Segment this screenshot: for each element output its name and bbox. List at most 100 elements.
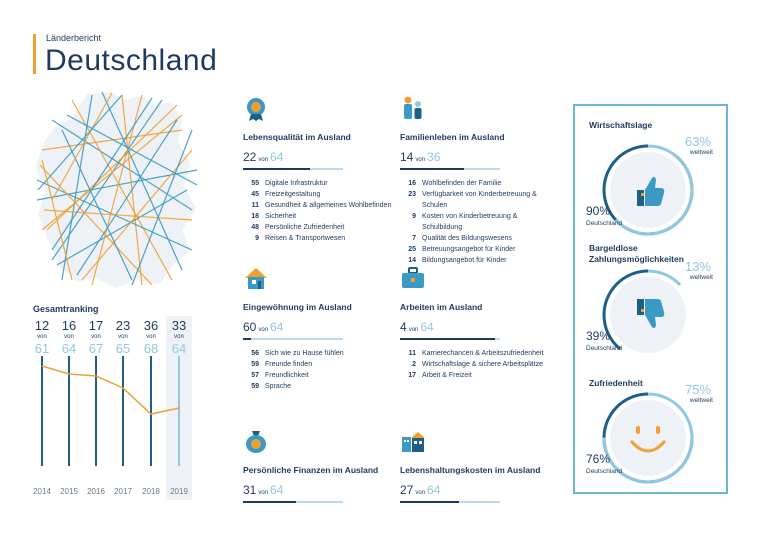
subcategory-item: 18 Sicherheit (243, 211, 393, 222)
subcategory-label: Bildungsangebot für Kinder (422, 257, 507, 264)
category-block: Familienleben im Ausland 14 von 36 16 Wohlbef… (400, 95, 550, 266)
subcategory-label: Qualität des Bildungswesens (422, 235, 512, 242)
ranking-title: Gesamtranking (33, 304, 99, 314)
category-total: 64 (420, 320, 434, 334)
category-score-fill (243, 501, 297, 503)
category-score-fill (243, 338, 251, 340)
economy-de-label: Deutschland (586, 345, 623, 352)
ranking-total: 68 (143, 341, 159, 356)
ranking-year: 2018 (142, 487, 160, 496)
ranking-column: 17 von 67 (83, 318, 109, 356)
subcategory-rank: 55 (251, 180, 259, 187)
header-accent-bar (33, 34, 36, 74)
map-line (37, 94, 123, 191)
category-score-bar (243, 501, 343, 503)
subcategory-item: 2 Wirtschaftslage & sichere Arbeitsplätze (400, 359, 550, 370)
ranking-year: 2015 (60, 487, 78, 496)
subcategory-item: 9 Kosten von Kinderbetreuung & Schulbildu… (400, 211, 550, 233)
economy-gauge (602, 392, 694, 484)
economy-de-label: Deutschland (586, 220, 623, 227)
map-line (51, 97, 153, 251)
ranking-column: 33 von 64 (166, 318, 192, 356)
map-line (43, 209, 193, 221)
subcategory-label: Persönliche Zufriedenheit (265, 224, 345, 231)
category-total: 64 (270, 150, 284, 164)
ranking-von: von (64, 334, 74, 340)
subcategory-rank: 9 (412, 213, 416, 220)
germany-map-graphic (36, 91, 198, 288)
category-rank: 27 (400, 483, 414, 497)
category-von: von (258, 490, 269, 496)
ranking-column: 23 von 65 (110, 318, 136, 356)
ranking-rank: 12 (34, 318, 50, 333)
family-icon (404, 96, 422, 119)
ranking-rank: 36 (143, 318, 159, 333)
category-score-bar (400, 338, 500, 340)
category-block: Eingewöhnung im Ausland 60 von 64 56 Sich wie… (243, 265, 393, 392)
subcategory-rank: 18 (251, 213, 259, 220)
subcategory-item: 7 Qualität des Bildungswesens (400, 233, 550, 244)
money-bag-icon (246, 431, 266, 453)
thumbs-down-icon (637, 299, 665, 329)
briefcase-icon (402, 267, 424, 288)
map-line (61, 129, 133, 281)
subcategory-item: 59 Freunde finden (243, 359, 393, 370)
ranking-trend-line (41, 365, 180, 415)
category-von: von (408, 327, 419, 333)
subcategory-rank: 57 (251, 372, 259, 379)
category-block: Persönliche Finanzen im Ausland 31 von 64 (243, 428, 393, 503)
economy-world-label: weltweit (689, 274, 713, 281)
map-line (71, 99, 173, 281)
subcategory-label: Kosten von Kinderbetreuung & Schulbildun… (422, 213, 518, 231)
thumbs-up-icon (637, 176, 665, 206)
ranking-von: von (118, 334, 128, 340)
subcategory-item: 56 Sich wie zu Hause fühlen (243, 348, 393, 359)
category-von: von (415, 157, 426, 163)
economy-gauge (602, 269, 694, 361)
subcategory-label: Sicherheit (265, 213, 297, 220)
subcategory-item: 55 Digitale Infrastruktur (243, 178, 393, 189)
subcategory-item: 23 Verfügbarkeit von Kinderbetreuung & Sc… (400, 189, 550, 211)
subcategory-label: Sich wie zu Hause fühlen (265, 350, 344, 357)
ranking-rank: 17 (88, 318, 104, 333)
category-title: Lebensqualität im Ausland (243, 132, 351, 142)
ranking-von: von (91, 334, 101, 340)
category-score-fill (243, 168, 311, 170)
subcategory-label: Reisen & Transportwesen (265, 235, 346, 242)
subcategory-item: 25 Betreuungsangebot für Kinder (400, 244, 550, 255)
ranking-rank: 33 (171, 318, 187, 333)
ranking-column: 16 von 64 (56, 318, 82, 356)
subcategory-label: Gesundheit & allgemeines Wohlbefinden (265, 202, 392, 209)
economy-title: Wirtschaftslage (589, 120, 653, 130)
subcategory-label: Freundlichkeit (265, 372, 309, 379)
ranking-total: 64 (171, 341, 187, 356)
category-score: 14 von 36 (400, 148, 550, 166)
subcategory-item: 48 Persönliche Zufriedenheit (243, 222, 393, 233)
subcategory-rank: 2 (412, 361, 416, 368)
map-line (81, 149, 193, 281)
report-supertitle: Länderbericht (46, 33, 102, 43)
category-rank: 60 (243, 320, 257, 334)
subcategory-label: Wirtschaftslage & sichere Arbeitsplätze (422, 361, 543, 368)
economy-de-value: 76% (586, 452, 611, 466)
category-title: Arbeiten im Ausland (400, 302, 483, 312)
subcategory-label: Wohlbefinden der Familie (422, 180, 502, 187)
subcategory-rank: 17 (408, 372, 416, 379)
category-von: von (258, 327, 269, 333)
economy-world-value: 13% (684, 259, 711, 274)
map-line (41, 159, 73, 281)
subcategory-rank: 14 (408, 257, 416, 264)
economy-gauge (602, 144, 694, 236)
economy-world-label: weltweit (689, 149, 713, 156)
ranking-von: von (174, 334, 184, 340)
gauge-arc-weltweit (602, 144, 694, 236)
category-total: 64 (270, 320, 284, 334)
subcategory-label: Freunde finden (265, 361, 313, 368)
subcategory-item: 14 Bildungsangebot für Kinder (400, 255, 550, 266)
category-score-fill (400, 501, 460, 503)
subcategory-label: Betreuungsangebot für Kinder (422, 246, 516, 253)
category-score-bar (243, 168, 343, 170)
subcategory-rank: 59 (251, 383, 259, 390)
subcategory-item: 11 Gesundheit & allgemeines Wohlbefinden (243, 200, 393, 211)
subcategory-rank: 59 (251, 361, 259, 368)
